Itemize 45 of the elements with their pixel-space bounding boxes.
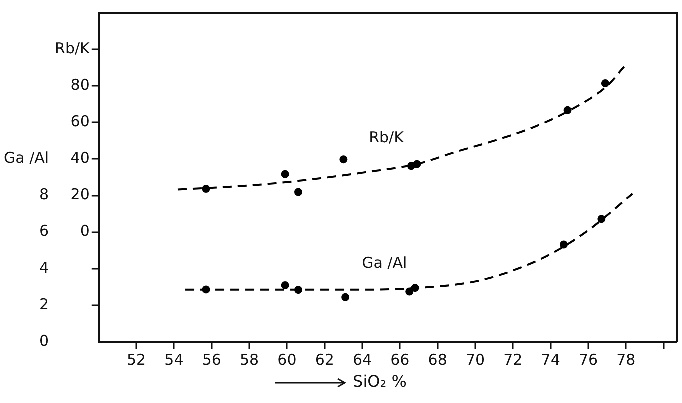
line-series bbox=[176, 66, 626, 191]
x-tick-label: 62 bbox=[315, 350, 334, 369]
y-tick-label: 0 bbox=[80, 222, 90, 240]
point bbox=[340, 156, 348, 164]
point bbox=[564, 106, 572, 114]
point bbox=[560, 240, 568, 249]
x-tick-label: 66 bbox=[390, 350, 410, 369]
x-tick-label: 64 bbox=[352, 350, 372, 369]
y2-tick-label: 4 bbox=[40, 258, 50, 277]
x-tick-label: 58 bbox=[240, 350, 260, 369]
x-tick-label: 76 bbox=[578, 350, 598, 369]
y-tick-label: 60 bbox=[70, 112, 90, 131]
x-tick-label: 56 bbox=[202, 350, 222, 369]
x-tick-label: 70 bbox=[466, 350, 486, 369]
point bbox=[406, 288, 414, 296]
point bbox=[598, 215, 606, 224]
point bbox=[281, 170, 290, 178]
point bbox=[202, 286, 210, 294]
x-tick-label: 60 bbox=[278, 350, 297, 369]
x-tick-label: 72 bbox=[504, 350, 523, 369]
x-tick-label: 74 bbox=[541, 350, 560, 369]
y2-tick-label: 2 bbox=[40, 295, 50, 314]
x-tick-label: 78 bbox=[616, 350, 636, 369]
point bbox=[294, 286, 303, 294]
y2-tick-label: 0 bbox=[40, 332, 50, 350]
y-tick-label: 40 bbox=[70, 149, 90, 168]
point bbox=[202, 185, 210, 194]
y2-tick-label: Ga /Al bbox=[4, 149, 50, 168]
x-tick-label: 52 bbox=[127, 350, 146, 369]
series-label: Ga /Al bbox=[362, 254, 408, 272]
series-label: Rb/K bbox=[369, 128, 406, 147]
point bbox=[601, 80, 610, 88]
point bbox=[294, 188, 303, 196]
y2-tick-label: 8 bbox=[40, 186, 50, 204]
point bbox=[411, 284, 420, 292]
point bbox=[342, 293, 350, 302]
x-axis-title: SiO₂ % bbox=[353, 372, 407, 391]
y2-tick-label: 6 bbox=[40, 222, 50, 240]
y-tick-label: 80 bbox=[70, 76, 90, 94]
y-tick-label: 20 bbox=[70, 186, 90, 204]
x-tick-label: 68 bbox=[428, 350, 448, 369]
y-tick-label: Rb/K bbox=[55, 39, 92, 58]
x-tick-label: 54 bbox=[164, 350, 184, 369]
point bbox=[281, 282, 290, 290]
point bbox=[413, 160, 422, 168]
